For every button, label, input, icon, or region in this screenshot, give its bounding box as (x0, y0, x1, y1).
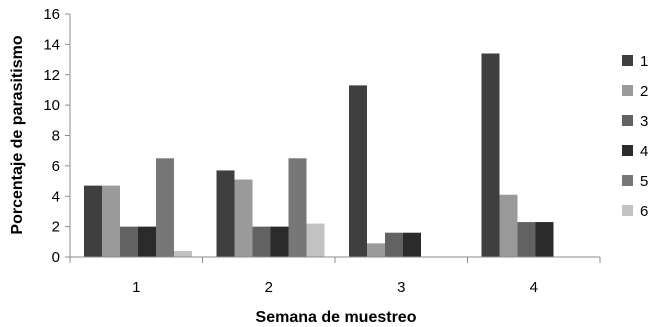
bar (481, 53, 500, 257)
legend-swatch (622, 115, 633, 126)
bar (102, 185, 120, 257)
legend-label: 3 (640, 113, 648, 130)
x-tick-label: 1 (132, 279, 140, 296)
legend-label: 5 (640, 173, 648, 190)
bar (535, 222, 554, 257)
y-tick-label: 14 (43, 36, 60, 53)
bar (367, 243, 385, 257)
y-axis-title: Porcentaje de parasitismo (9, 35, 26, 234)
bar (349, 85, 367, 257)
bar (174, 250, 192, 257)
bar (499, 194, 518, 257)
legend-swatch (622, 55, 633, 66)
bar (252, 226, 271, 257)
bar (216, 170, 235, 257)
y-tick-label: 0 (52, 249, 60, 266)
bar (270, 226, 289, 257)
bar (138, 226, 156, 257)
bar (306, 223, 325, 257)
legend-label: 4 (640, 143, 648, 160)
x-tick-label: 3 (397, 279, 405, 296)
bar (120, 226, 138, 257)
y-tick-label: 12 (43, 67, 60, 84)
x-tick-label: 2 (265, 279, 273, 296)
x-tick-label: 4 (530, 279, 538, 296)
legend-swatch (622, 145, 633, 156)
legend-swatch (622, 85, 633, 96)
bar (234, 179, 253, 257)
bar (517, 222, 536, 257)
legend-swatch (622, 175, 633, 186)
y-tick-label: 10 (43, 97, 60, 114)
legend-label: 2 (640, 83, 648, 100)
legend: 1 2 3 4 5 6 (622, 53, 648, 220)
bar (385, 232, 403, 257)
legend-label: 6 (640, 203, 648, 220)
y-tick-label: 16 (43, 6, 60, 23)
y-tick-label: 2 (52, 219, 60, 236)
y-tick-label: 8 (52, 128, 60, 145)
bar (156, 158, 174, 257)
legend-label: 1 (640, 53, 648, 70)
bar (403, 232, 421, 257)
x-axis-title: Semana de muestreo (256, 309, 417, 326)
bar (288, 158, 307, 257)
bar (84, 185, 102, 257)
y-tick-label: 4 (52, 188, 60, 205)
y-tick-label: 6 (52, 158, 60, 175)
legend-swatch (622, 205, 633, 216)
